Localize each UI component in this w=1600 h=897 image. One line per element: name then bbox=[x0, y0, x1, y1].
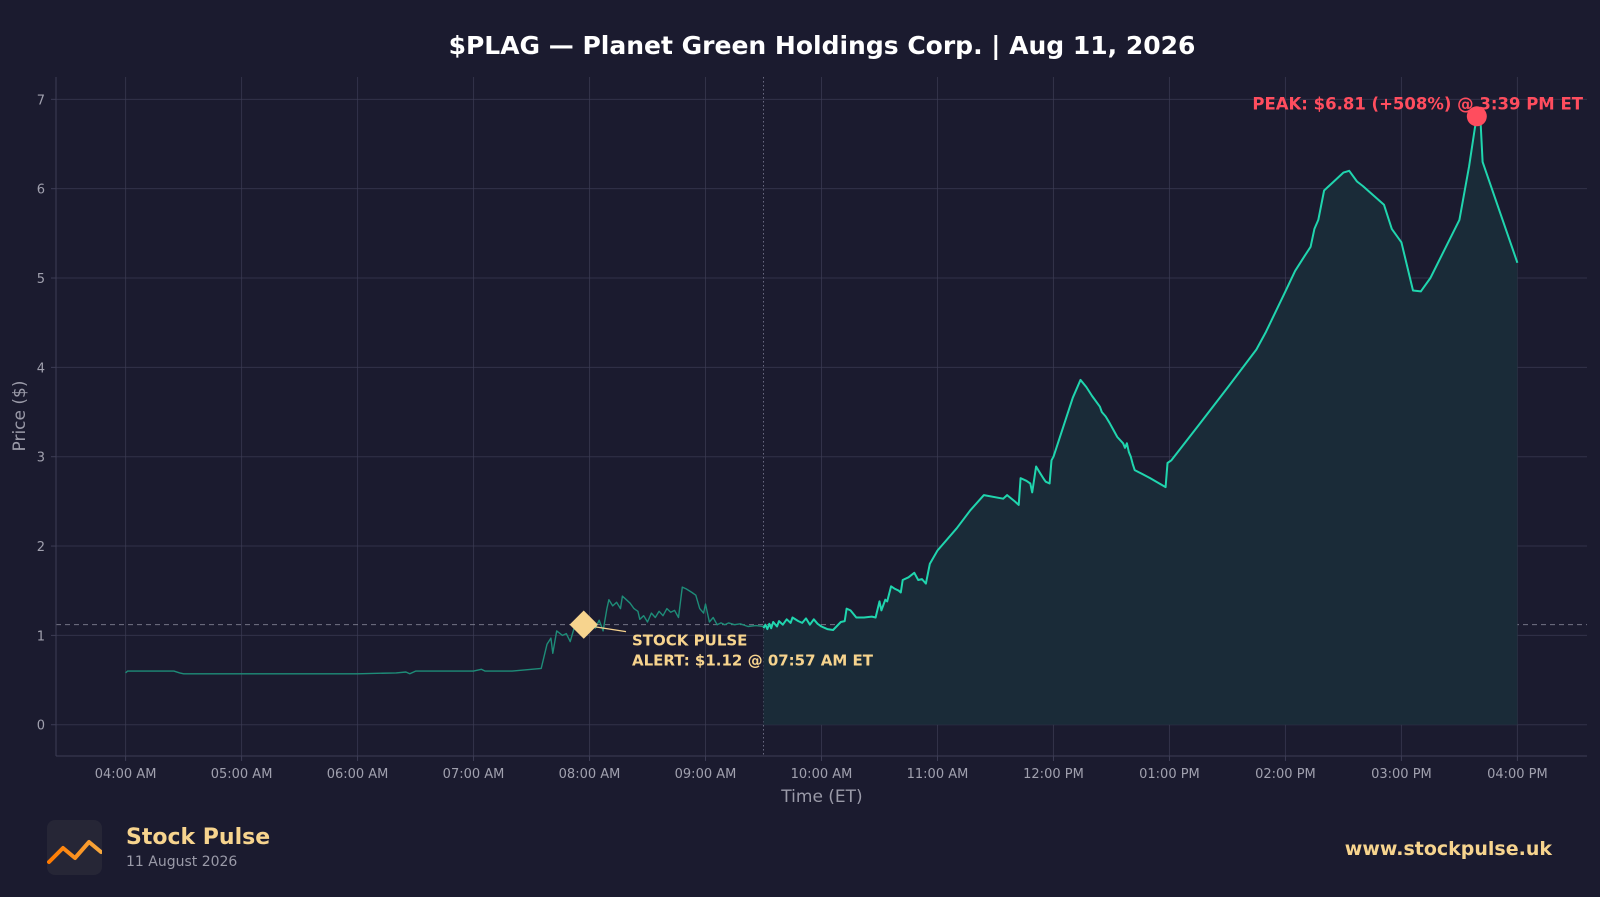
alert-marker bbox=[569, 610, 598, 639]
y-tick-label: 2 bbox=[37, 540, 45, 555]
y-tick-label: 4 bbox=[37, 361, 45, 376]
peak-marker bbox=[1466, 106, 1487, 127]
annotation-layer: STOCK PULSE ALERT: $1.12 @ 07:57 AM ET PEA… bbox=[569, 94, 1584, 670]
alert-label-line: ALERT: $1.12 @ 07:57 AM ET bbox=[632, 652, 874, 670]
footer-brand: Stock Pulse 11 August 2026 bbox=[47, 820, 270, 875]
axes: 04:00 AM 05:00 AM 06:00 AM 07:00 AM 08:00 AM… bbox=[37, 77, 1587, 782]
x-axis-label: Time (ET) bbox=[780, 787, 862, 805]
x-tick-label: 02:00 PM bbox=[1255, 767, 1316, 782]
brand-name: Stock Pulse bbox=[126, 825, 271, 850]
alert-label-line: STOCK PULSE bbox=[632, 632, 747, 650]
y-tick-label: 0 bbox=[37, 719, 45, 734]
x-tick-label: 09:00 AM bbox=[675, 767, 737, 782]
x-tick-label: 07:00 AM bbox=[443, 767, 505, 782]
grid bbox=[56, 77, 1587, 756]
x-tick-label: 04:00 PM bbox=[1487, 767, 1548, 782]
x-tick-label: 08:00 AM bbox=[559, 767, 621, 782]
x-tick-label: 06:00 AM bbox=[327, 767, 389, 782]
price-chart: $PLAG — Planet Green Holdings Corp. | Au… bbox=[10, 31, 1587, 805]
trend-line-icon bbox=[47, 820, 102, 875]
y-tick-label: 5 bbox=[37, 272, 45, 287]
market-price-line bbox=[762, 115, 1519, 631]
y-tick-label: 1 bbox=[37, 629, 45, 644]
alert-callout-line bbox=[593, 626, 627, 633]
y-tick-label: 6 bbox=[37, 183, 45, 198]
x-tick-label: 10:00 AM bbox=[791, 767, 853, 782]
x-tick-label: 12:00 PM bbox=[1023, 767, 1084, 782]
series-layer bbox=[125, 115, 1519, 725]
y-axis-label: Price ($) bbox=[10, 381, 30, 452]
y-tick-label: 3 bbox=[37, 451, 45, 466]
brand-date: 11 August 2026 bbox=[126, 854, 238, 870]
y-tick-label: 7 bbox=[37, 93, 45, 108]
chart-title: $PLAG — Planet Green Holdings Corp. | Au… bbox=[449, 31, 1196, 60]
x-tick-label: 01:00 PM bbox=[1139, 767, 1200, 782]
peak-label: PEAK: $6.81 (+508%) @ 3:39 PM ET bbox=[1252, 94, 1583, 113]
x-tick-label: 03:00 PM bbox=[1371, 767, 1432, 782]
x-tick-label: 05:00 AM bbox=[211, 767, 273, 782]
x-tick-label: 11:00 AM bbox=[907, 767, 969, 782]
website-link[interactable]: www.stockpulse.uk bbox=[1344, 838, 1552, 860]
market-area-fill bbox=[763, 116, 1518, 725]
premarket-price-line bbox=[125, 586, 764, 675]
x-tick-label: 04:00 AM bbox=[95, 767, 157, 782]
